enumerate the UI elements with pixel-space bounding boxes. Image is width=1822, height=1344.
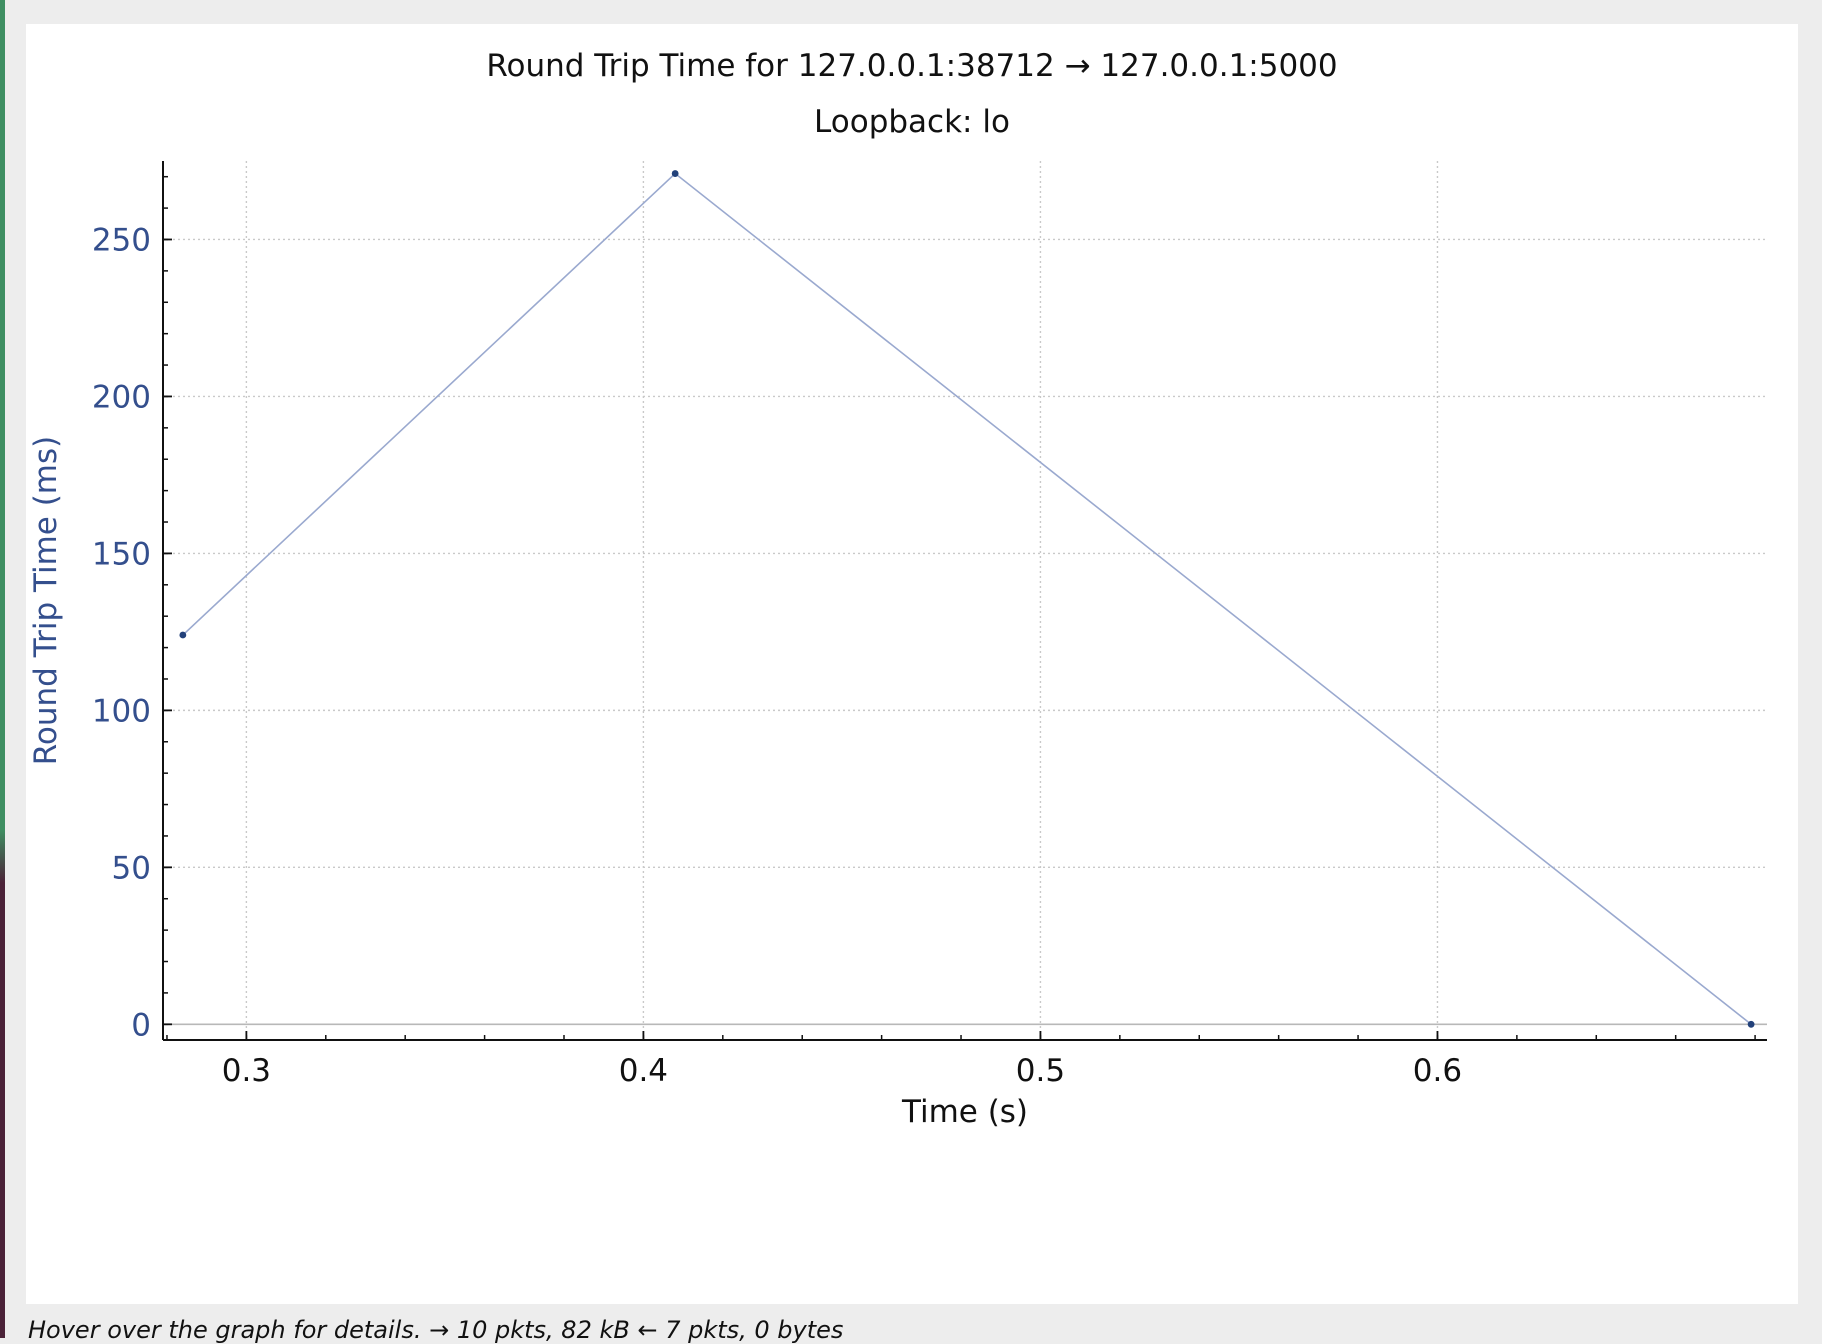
chart-subtitle: Loopback: lo	[814, 104, 1010, 140]
minor-ticks	[163, 175, 1756, 1040]
x-tick-label: 0.6	[1413, 1053, 1462, 1089]
y-tick-label: 250	[92, 222, 151, 258]
rtt-data-point	[1747, 1020, 1755, 1028]
status-bar-text: Hover over the graph for details. → 10 p…	[28, 1316, 844, 1344]
y-tick-label: 200	[92, 379, 151, 415]
rtt-chart[interactable]: 0 50 100 150 200 250 0.3 0.4 0.5 0.6 Time (s) Round…	[26, 24, 1798, 1304]
y-tick-label: 0	[131, 1007, 151, 1043]
y-tick-label: 50	[112, 850, 151, 886]
rtt-data-point	[671, 170, 679, 177]
x-tick-label: 0.5	[1016, 1053, 1065, 1089]
rtt-series-line	[182, 172, 1752, 1025]
y-tick-label: 150	[92, 536, 151, 572]
window-left-edge	[0, 0, 5, 1338]
chart-title: Round Trip Time for 127.0.0.1:38712 → 12…	[486, 48, 1338, 84]
x-tick-label: 0.4	[619, 1053, 668, 1089]
y-axis-label: Round Trip Time (ms)	[28, 436, 64, 765]
rtt-graph-panel[interactable]: Round Trip Time for 127.0.0.1:38712 → 12…	[26, 24, 1798, 1304]
rtt-data-point	[179, 631, 187, 639]
y-tick-label: 100	[92, 693, 151, 729]
x-tick-label: 0.3	[222, 1053, 271, 1089]
gridlines	[163, 161, 1767, 1040]
x-axis-label: Time (s)	[901, 1094, 1028, 1130]
